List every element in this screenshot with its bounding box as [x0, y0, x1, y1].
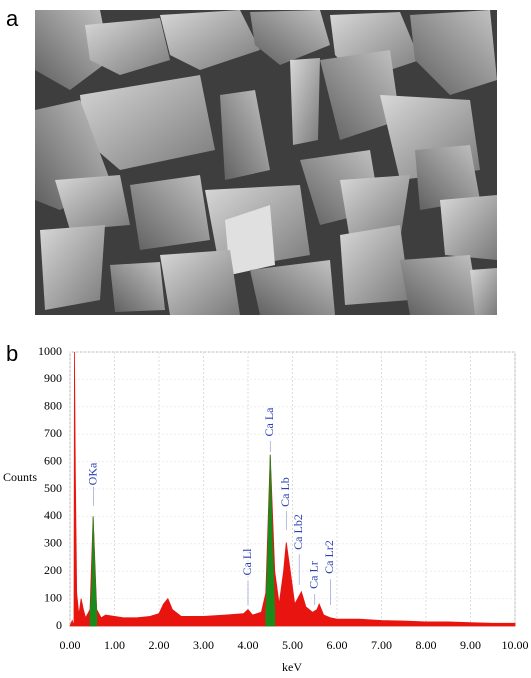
y-tick-label: 500 — [44, 481, 62, 495]
x-tick-label: 10.00 — [502, 638, 529, 652]
x-tick-label: 5.00 — [282, 638, 303, 652]
y-tick-label: 200 — [44, 563, 62, 577]
annotation: Ca Lb — [278, 477, 292, 507]
annotation: Ca Ll — [240, 548, 254, 576]
panel-label: a — [6, 6, 19, 31]
x-tick-label: 2.00 — [149, 638, 170, 652]
annotation: Ca La — [262, 407, 276, 437]
y-tick-label: 800 — [44, 399, 62, 413]
y-tick-label: 300 — [44, 536, 62, 550]
y-tick-label: 600 — [44, 453, 62, 467]
y-tick-label: 1000 — [38, 344, 62, 358]
y-tick-label: 900 — [44, 371, 62, 385]
x-tick-label: 3.00 — [193, 638, 214, 652]
annotation: Ca Lr2 — [322, 540, 336, 574]
x-tick-label: 1.00 — [104, 638, 125, 652]
x-tick-label: 0.00 — [60, 638, 81, 652]
sem-image — [35, 10, 497, 315]
annotation: OKa — [85, 462, 99, 485]
annotation: Ca Lb2 — [291, 514, 305, 550]
figure: a b 0.00 1.00 2.00 3.00 4.00 5.00 6.00 7.00 8.00… — [0, 0, 531, 678]
y-tick-label: 400 — [44, 508, 62, 522]
x-tick-label: 4.00 — [238, 638, 259, 652]
y-tick-label: 100 — [44, 590, 62, 604]
x-tick-label: 6.00 — [327, 638, 348, 652]
y-axis-label: Counts — [3, 470, 37, 484]
x-tick-label: 8.00 — [416, 638, 437, 652]
spectrum-chart: 0.00 1.00 2.00 3.00 4.00 5.00 6.00 7.00 8.00 9.00… — [38, 344, 529, 652]
y-tick-label: 0 — [56, 618, 62, 632]
annotation: Ca Lr — [307, 561, 321, 589]
panel-label: b — [6, 341, 18, 366]
y-tick-label: 700 — [44, 426, 62, 440]
x-tick-label: 9.00 — [460, 638, 481, 652]
x-tick-label: 7.00 — [371, 638, 392, 652]
x-axis-label: keV — [282, 660, 302, 674]
